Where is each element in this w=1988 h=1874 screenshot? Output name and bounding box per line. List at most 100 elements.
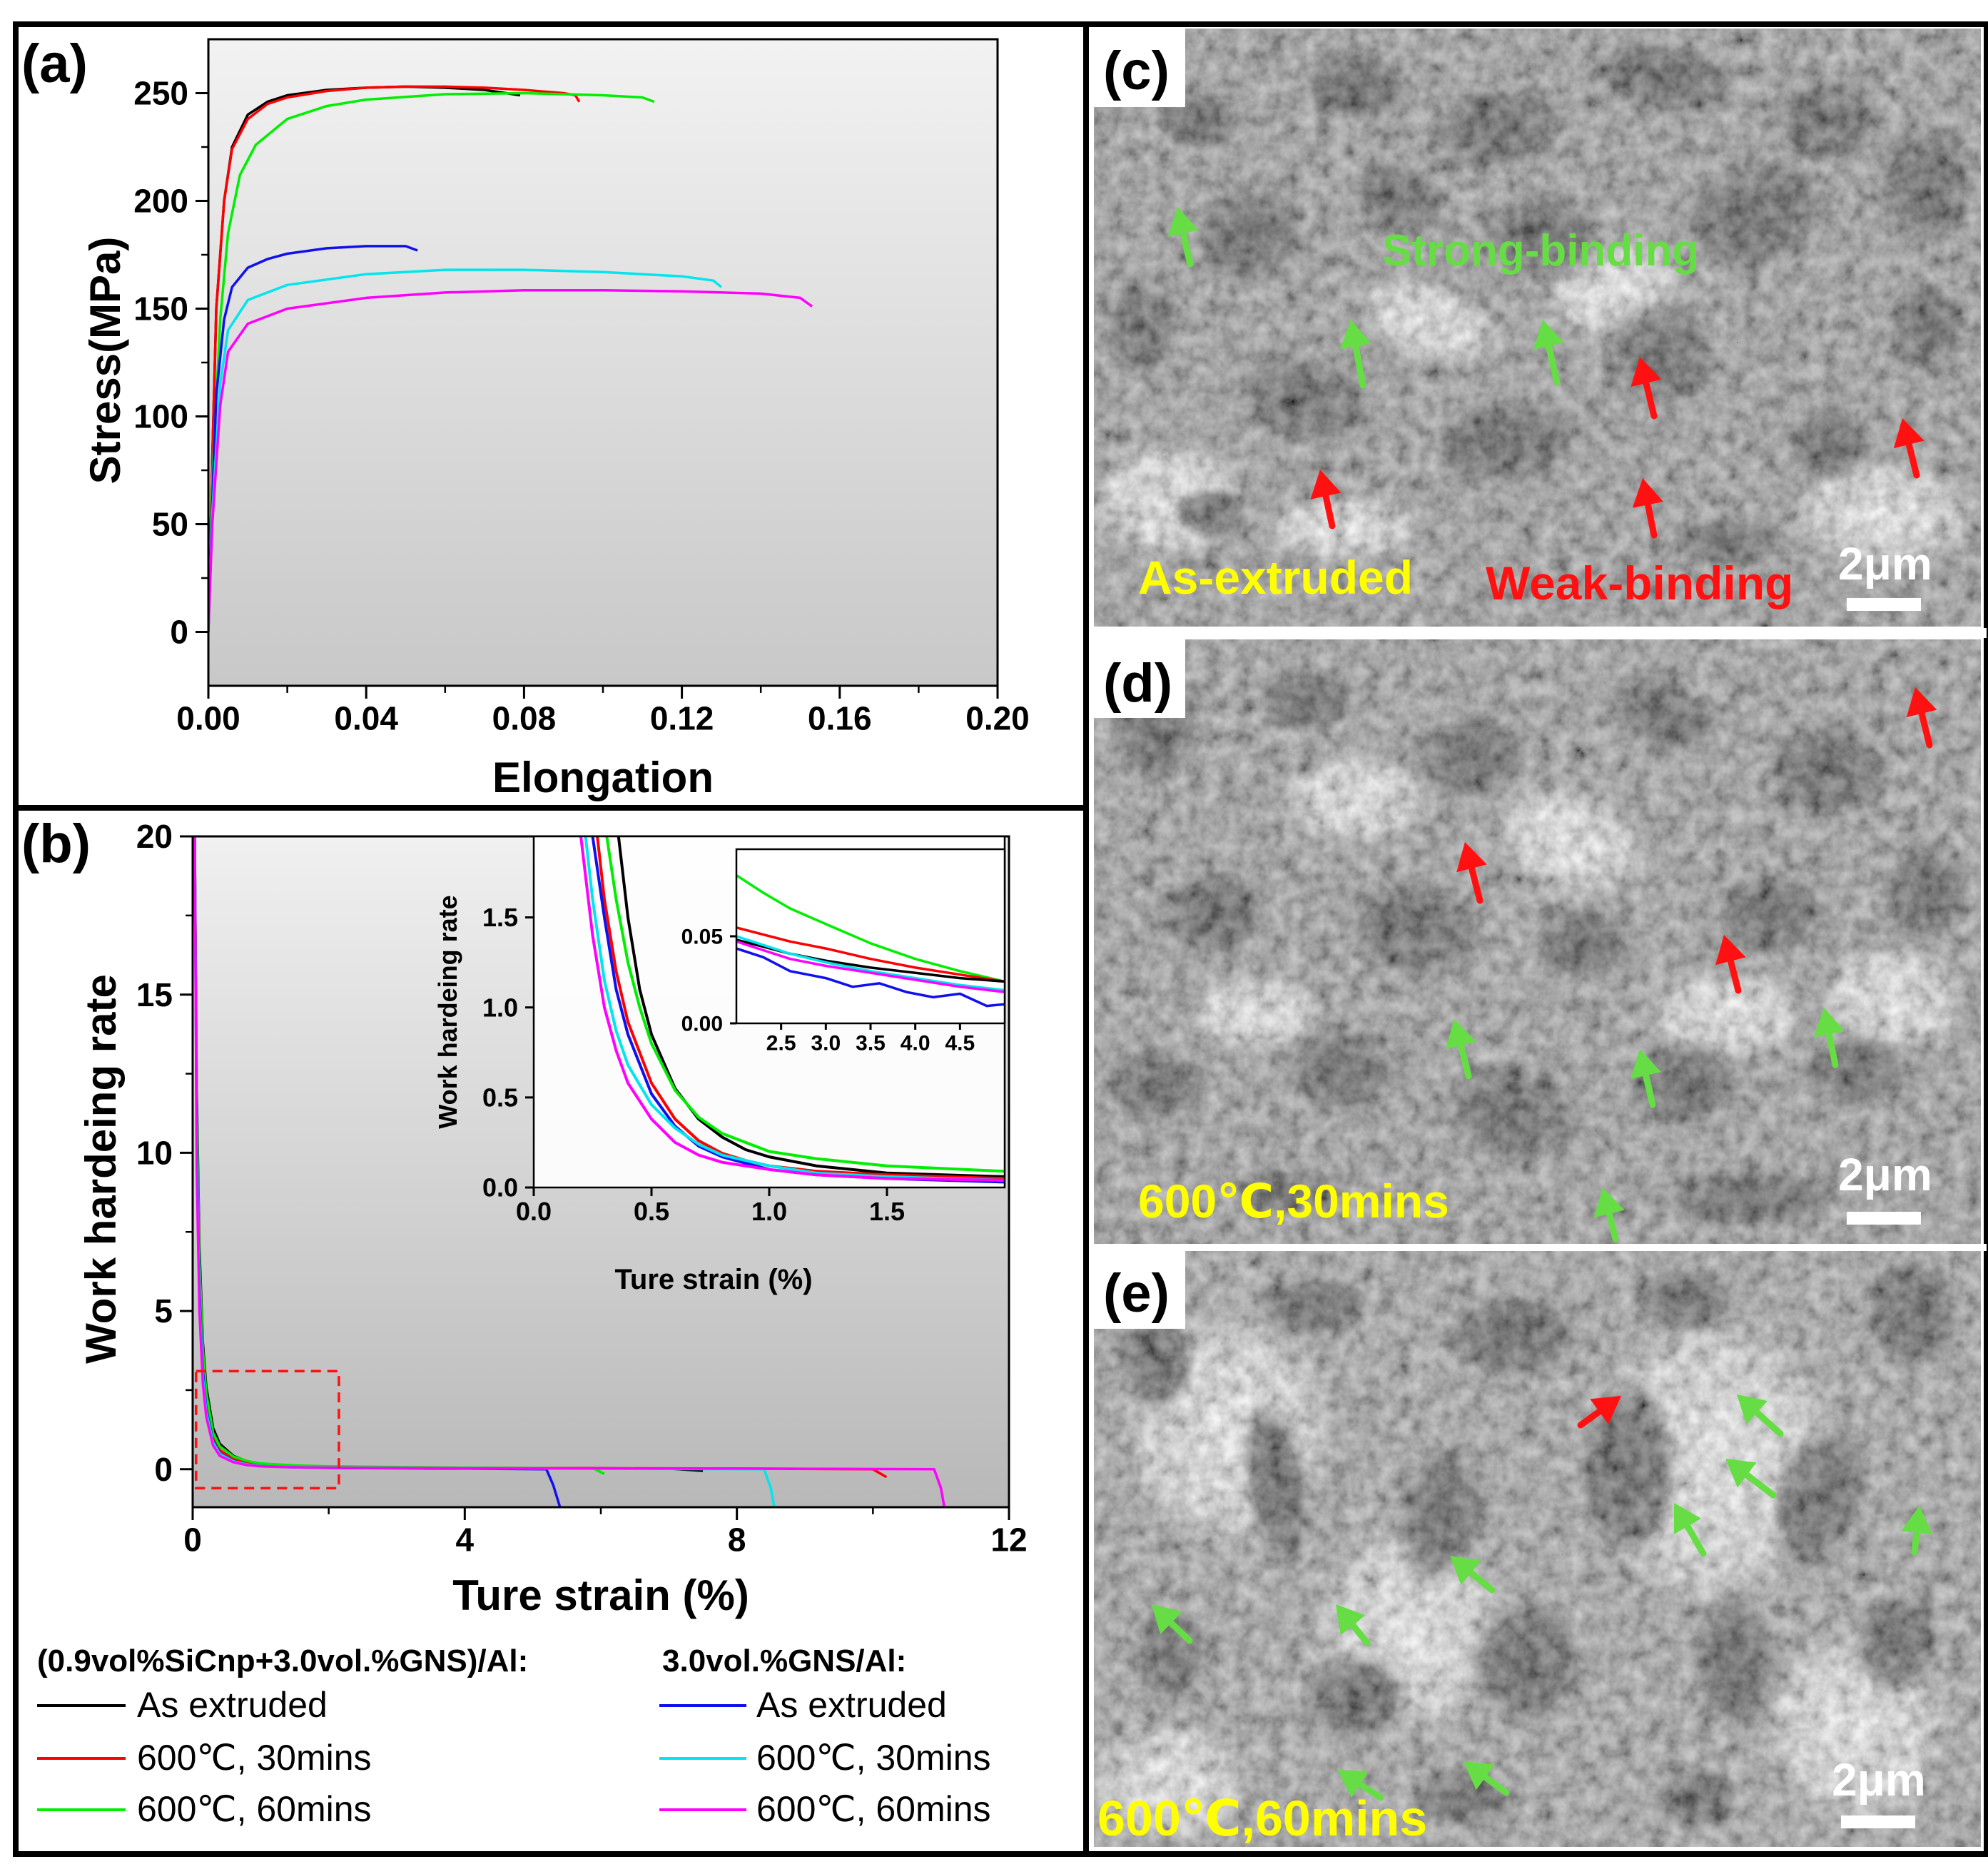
sem-arrow-head-10 — [1445, 1019, 1476, 1050]
sem-arrow-shaft-21 — [1167, 1619, 1193, 1644]
panel-a-xtick-label: 0.00 — [176, 700, 240, 737]
legend-label-g2-0: As extruded — [756, 1685, 947, 1725]
panel-a: 0.00 0.04 0.08 0.12 0.16 0.20050100150200250 … — [21, 34, 1030, 801]
sem-arrow-shaft-5 — [1644, 501, 1658, 539]
sem-arrow-head-16 — [1725, 1459, 1757, 1488]
sem-arrow-head-0 — [1167, 207, 1199, 237]
legend-label-g2-2: 600℃, 60mins — [756, 1789, 991, 1829]
sem-arrow-head-17 — [1673, 1503, 1702, 1534]
sem-arrows — [1152, 207, 1937, 1801]
sem-arrow-shaft-22 — [1356, 1781, 1384, 1801]
sem-arrow-shaft-8 — [1468, 865, 1484, 904]
sem-arrow-head-15 — [1737, 1394, 1768, 1424]
inset-series — [579, 836, 1005, 1184]
legend-label-g1-0: As extruded — [137, 1685, 328, 1725]
sem-e-scale-bar — [1841, 1815, 1915, 1828]
sem-arrow-shaft-3 — [1643, 380, 1658, 420]
panel-a-ytick-label: 250 — [133, 75, 188, 112]
inset2-series-line-3 — [736, 935, 1005, 992]
inset2-ytick-label: 0.05 — [681, 926, 723, 949]
sem-arrow-head-20 — [1336, 1604, 1366, 1636]
sem-c-scale-bar — [1847, 598, 1921, 611]
sem-arrow-head-6 — [1893, 418, 1924, 449]
inset-series-line-1 — [596, 836, 1005, 1180]
panel-b-series-line-5 — [193, 836, 946, 1507]
panel-b-ylabel: Work hardeing rate — [77, 974, 125, 1364]
inset-series-line-2 — [605, 836, 1005, 1173]
sem-arrow-shaft-23 — [1482, 1773, 1510, 1796]
sem-arrow-shaft-7 — [1918, 710, 1933, 749]
sem-c-scale-label: 2μm — [1838, 538, 1932, 589]
legend-label-g1-1: 600℃, 30mins — [137, 1738, 372, 1778]
panel-b-xtick-label: 0 — [183, 1521, 202, 1559]
panel-b: 0 4 8 12 0 5 10 15 20 0.0 0.5 1.0 1.5 0.0 0.5 1.0 1.5 T… — [21, 814, 1028, 1619]
sem-d-condition-label: 600℃,30mins — [1138, 1175, 1449, 1227]
panel-a-ytick-label: 200 — [133, 183, 188, 220]
sem-c-texture — [1094, 29, 1981, 627]
panel-a-xtick-label: 0.08 — [492, 700, 557, 737]
inset2-axes: 2.5 3.0 3.5 4.0 4.5 0.00 0.05 — [681, 926, 975, 1055]
inset2-ytick-label: 0.00 — [681, 1013, 723, 1036]
panel-a-plot-frame — [207, 38, 999, 687]
inset2-xtick-label: 3.0 — [811, 1032, 841, 1055]
sem-arrow-shaft-19 — [1467, 1569, 1496, 1594]
panel-b-series — [193, 836, 946, 1507]
inset2-xtick-label: 3.5 — [856, 1032, 886, 1055]
panel-b-ytick-label: 10 — [136, 1134, 173, 1171]
sem-arrow-head-23 — [1464, 1761, 1495, 1791]
sem-arrow-head-22 — [1337, 1770, 1369, 1798]
panel-b-xlabel: Ture strain (%) — [452, 1571, 749, 1619]
inset2-series-line-2 — [736, 938, 1005, 983]
sem-arrow-shaft-6 — [1905, 441, 1920, 479]
inset2-series — [736, 874, 1005, 1008]
sem-panel-e — [1094, 1250, 1981, 1847]
panel-a-ytick-label: 100 — [133, 398, 188, 435]
sem-d-panel-label: (d) — [1103, 653, 1172, 714]
panel-a-axes: 0.00 0.04 0.08 0.12 0.16 0.20 0 50 100 150 200 250 — [133, 75, 1030, 737]
sem-arrow-shaft-12 — [1825, 1030, 1839, 1068]
panel-a-xtick-label: 0.20 — [965, 700, 1030, 737]
inset-axes: 0.0 0.5 1.0 1.5 0.0 0.5 1.0 1.5 — [482, 903, 905, 1226]
inset-series-line-4 — [584, 836, 1005, 1182]
sem-c-condition-label: As-extruded — [1138, 551, 1413, 604]
inset2-series-line-4 — [736, 940, 1005, 993]
panel-a-series-line-2 — [208, 91, 655, 632]
panel-b-xtick-label: 4 — [456, 1521, 475, 1559]
panel-a-ylabel: Stress(MPa) — [81, 237, 129, 485]
sem-d-scale-label: 2μm — [1838, 1149, 1932, 1200]
sem-e-condition-label: 600℃,60mins — [1097, 1791, 1427, 1846]
sem-c-label-box — [1094, 29, 1185, 107]
sem-arrow-shaft-14 — [1577, 1408, 1603, 1429]
panel-b-highlight-box — [195, 1369, 340, 1490]
panel-a-ytick-label: 50 — [152, 506, 188, 543]
sem-arrow-shaft-11 — [1643, 1072, 1656, 1108]
sem-arrow-head-21 — [1152, 1604, 1182, 1635]
inset-series-line-5 — [579, 836, 1005, 1182]
legend-group1-title: (0.9vol%SiCnp+3.0vol.%GNS)/Al: — [37, 1643, 528, 1678]
sem-arrow-head-19 — [1450, 1556, 1481, 1586]
panel-b-xtick-label: 12 — [990, 1521, 1027, 1559]
sem-arrow-head-18 — [1901, 1506, 1932, 1535]
sem-arrow-head-8 — [1456, 842, 1487, 873]
panel-a-ytick-label: 0 — [170, 614, 188, 651]
inset2-xtick-label: 4.5 — [945, 1032, 975, 1055]
inset-series-line-0 — [617, 836, 1005, 1178]
inset-ytick-label: 1.5 — [482, 903, 518, 932]
sem-d-label-box — [1094, 639, 1185, 718]
panel-a-xtick-label: 0.12 — [650, 700, 714, 737]
inset2-bg — [736, 849, 1005, 1023]
sem-arrow-head-12 — [1813, 1008, 1845, 1038]
inset-xtick-label: 1.0 — [751, 1197, 787, 1226]
panel-a-plot-bg — [208, 39, 998, 686]
inset-ytick-label: 1.0 — [482, 993, 518, 1022]
inset-ylabel: Work hardeing rate — [433, 895, 462, 1128]
sem-arrow-head-1 — [1340, 320, 1371, 350]
sem-arrow-head-5 — [1632, 478, 1664, 508]
inset-xtick-label: 1.5 — [869, 1197, 905, 1226]
inset-xtick-label: 0.5 — [634, 1197, 669, 1226]
sem-arrow-shaft-16 — [1743, 1472, 1777, 1499]
panel-a-series-line-1 — [208, 85, 581, 632]
inset-ytick-label: 0.5 — [482, 1083, 518, 1112]
panel-a-ytick-label: 150 — [133, 290, 188, 328]
